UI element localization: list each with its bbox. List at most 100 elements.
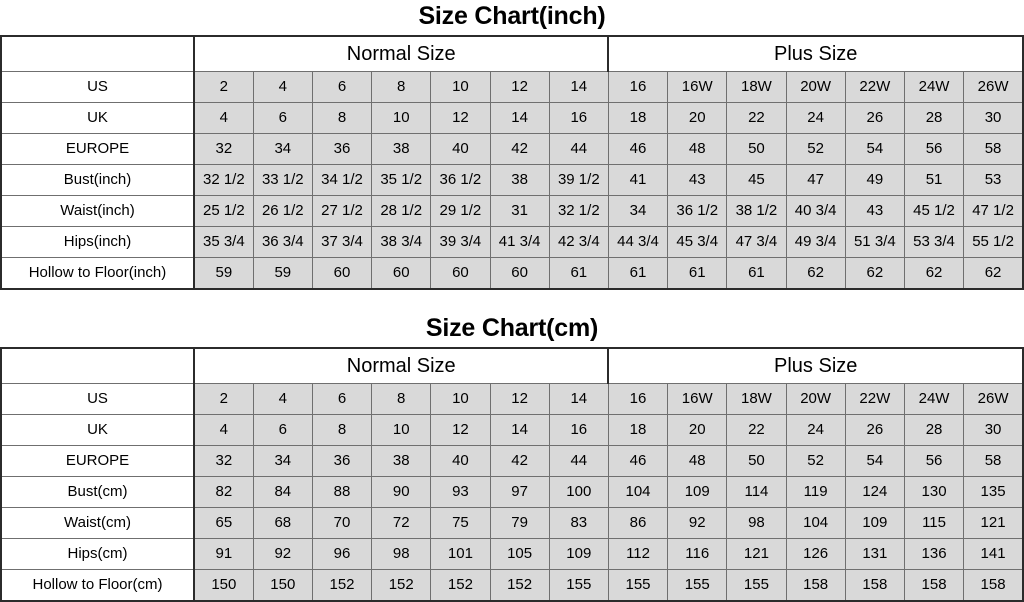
table-cell: 52 <box>785 133 846 165</box>
table-cell: 84 <box>252 476 313 508</box>
row-label-hollow-to-floor-inch: Hollow to Floor(inch) <box>0 257 195 290</box>
row-label-hips-cm: Hips(cm) <box>0 538 195 570</box>
table-cell: 61 <box>726 257 787 290</box>
table-cell: 155 <box>667 569 728 602</box>
table-cell: 141 <box>963 538 1024 570</box>
table-cell: 52 <box>785 445 846 477</box>
table-cell: 37 3/4 <box>311 226 373 258</box>
table-cell: 16W <box>667 383 728 415</box>
table-cell: 22 <box>726 102 787 134</box>
table-cell: 28 <box>903 102 965 134</box>
table-cell: 28 1/2 <box>371 195 432 227</box>
table-cell: 45 <box>726 164 787 196</box>
table-cell: 62 <box>903 257 965 290</box>
row-label-us: US <box>0 383 195 415</box>
table-cell: 49 3/4 <box>785 226 846 258</box>
table-cell: 22W <box>844 383 905 415</box>
table-cell: 70 <box>311 507 373 539</box>
table-cell: 28 <box>903 414 965 446</box>
table-cell: 50 <box>726 133 787 165</box>
table-cell: 8 <box>371 383 432 415</box>
row-label-waist-inch: Waist(inch) <box>0 195 195 227</box>
table-cell: 8 <box>371 71 432 103</box>
table-cell: 46 <box>607 445 669 477</box>
table-cell: 36 3/4 <box>252 226 313 258</box>
table-cell: 54 <box>844 445 905 477</box>
table-cell: 24W <box>903 383 965 415</box>
table-cell: 92 <box>252 538 313 570</box>
table-cell: 65 <box>193 507 254 539</box>
row-label-europe: EUROPE <box>0 445 195 477</box>
table-cell: 158 <box>785 569 846 602</box>
table-cell: 83 <box>548 507 609 539</box>
table-cell: 39 3/4 <box>430 226 491 258</box>
table-cell: 62 <box>844 257 905 290</box>
table-cell: 136 <box>903 538 965 570</box>
table-cell: 4 <box>193 102 254 134</box>
table-cell: 6 <box>311 71 373 103</box>
table-cell: 20 <box>667 414 728 446</box>
table-cell: 126 <box>785 538 846 570</box>
table-corner-cell <box>0 348 195 384</box>
table-cell: 32 1/2 <box>193 164 254 196</box>
table-cell: 155 <box>548 569 609 602</box>
size-chart-cm-block: Size Chart(cm) Normal Size Plus Size US 2 4 6… <box>0 312 1024 602</box>
table-row: Waist(inch) 25 1/2 26 1/2 27 1/2 28 1/2 29 1/… <box>0 195 1024 227</box>
row-label-europe: EUROPE <box>0 133 195 165</box>
table-cell: 6 <box>311 383 373 415</box>
table-cell: 41 3/4 <box>489 226 550 258</box>
table-cell: 20 <box>667 102 728 134</box>
table-cell: 33 1/2 <box>252 164 313 196</box>
table-cell: 53 3/4 <box>903 226 965 258</box>
table-cell: 158 <box>903 569 965 602</box>
table-cell: 155 <box>607 569 669 602</box>
table-row: Hips(inch) 35 3/4 36 3/4 37 3/4 38 3/4 39 3/4… <box>0 226 1024 258</box>
table-cell: 2 <box>193 71 254 103</box>
table-cell: 14 <box>489 414 550 446</box>
table-cell: 38 <box>371 445 432 477</box>
table-cell: 34 1/2 <box>311 164 373 196</box>
table-cell: 20W <box>785 383 846 415</box>
table-cell: 130 <box>903 476 965 508</box>
table-cell: 56 <box>903 133 965 165</box>
group-header-normal-size: Normal Size <box>193 348 610 384</box>
table-cell: 75 <box>430 507 491 539</box>
table-cell: 4 <box>252 383 313 415</box>
row-label-hips-inch: Hips(inch) <box>0 226 195 258</box>
table-cell: 36 <box>311 133 373 165</box>
row-label-hollow-to-floor-cm: Hollow to Floor(cm) <box>0 569 195 602</box>
table-row: US 2 4 6 8 10 12 14 16 16W 18W 20W 22W 24W 26W <box>0 383 1024 415</box>
table-cell: 105 <box>489 538 550 570</box>
table-cell: 6 <box>252 102 313 134</box>
table-cell: 30 <box>963 102 1024 134</box>
table-cell: 112 <box>607 538 669 570</box>
table-cell: 90 <box>371 476 432 508</box>
table-cell: 48 <box>667 133 728 165</box>
table-row: US 2 4 6 8 10 12 14 16 16W 18W 20W 22W 24W 26W <box>0 71 1024 103</box>
table-corner-cell <box>0 36 195 72</box>
table-cell: 36 1/2 <box>667 195 728 227</box>
table-cell: 96 <box>311 538 373 570</box>
table-cell: 4 <box>252 71 313 103</box>
table-row: Hollow to Floor(cm) 150 150 152 152 152 152 155… <box>0 569 1024 602</box>
table-cell: 68 <box>252 507 313 539</box>
table-cell: 38 3/4 <box>371 226 432 258</box>
table-cell: 26 <box>844 414 905 446</box>
table-cell: 34 <box>252 445 313 477</box>
table-cell: 31 <box>489 195 550 227</box>
table-row: EUROPE 32 34 36 38 40 42 44 46 48 50 52 54 56 58 <box>0 445 1024 477</box>
table-cell: 38 <box>489 164 550 196</box>
table-cell: 59 <box>193 257 254 290</box>
table-cell: 124 <box>844 476 905 508</box>
table-cell: 45 1/2 <box>903 195 965 227</box>
table-cell: 60 <box>489 257 550 290</box>
table-cell: 49 <box>844 164 905 196</box>
table-cell: 22W <box>844 71 905 103</box>
table-cell: 91 <box>193 538 254 570</box>
table-row: UK 4 6 8 10 12 14 16 18 20 22 24 26 28 30 <box>0 414 1024 446</box>
group-header-normal-size: Normal Size <box>193 36 610 72</box>
page-title-cm: Size Chart(cm) <box>425 314 599 342</box>
table-cell: 97 <box>489 476 550 508</box>
size-chart-inch-block: Size Chart(inch) Normal Size Plus Size US 2… <box>0 0 1024 290</box>
table-cell: 26 1/2 <box>252 195 313 227</box>
